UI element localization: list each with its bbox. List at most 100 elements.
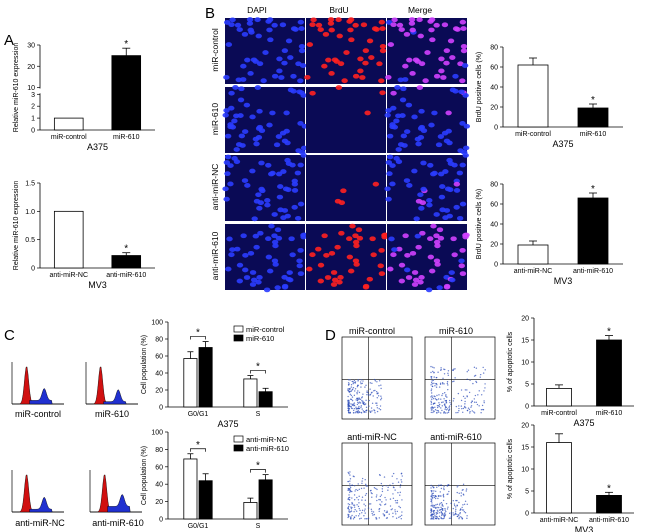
category-label: G0/G1 — [188, 411, 209, 418]
flow-event — [467, 369, 470, 371]
y-tick-label: 5 — [525, 382, 529, 389]
flow-event — [442, 493, 445, 496]
flow-event — [356, 386, 359, 388]
flow-event — [363, 503, 365, 505]
flow-event — [435, 386, 438, 388]
flow-event — [353, 516, 356, 519]
flow-event — [468, 408, 471, 411]
flow-event — [397, 481, 400, 483]
flow-event — [442, 392, 444, 395]
nucleus — [357, 68, 364, 74]
flow-event — [361, 396, 364, 398]
flow-event — [440, 398, 442, 400]
flow-event — [434, 495, 437, 497]
micrograph-background — [387, 87, 467, 153]
flow-event — [473, 398, 475, 400]
nucleus — [446, 157, 453, 163]
nucleus — [433, 22, 440, 28]
flow-event — [366, 409, 368, 411]
category-label: anti-miR-610 — [589, 517, 629, 524]
flow-event — [347, 382, 350, 384]
nucleus — [271, 73, 279, 79]
flow-event — [431, 366, 434, 368]
nucleus — [443, 284, 451, 290]
nucleus — [315, 22, 323, 28]
flow-event — [463, 503, 466, 506]
flow-event — [446, 381, 449, 383]
flow-event — [441, 504, 443, 507]
nucleus — [391, 247, 398, 253]
bar — [596, 494, 622, 514]
flow-event — [365, 399, 367, 402]
flow-event — [436, 409, 438, 412]
flow-event — [368, 399, 370, 402]
nucleus — [405, 275, 413, 280]
flow-event — [353, 381, 355, 384]
flow-event — [361, 408, 363, 410]
flow-event — [399, 486, 401, 488]
flow-event — [439, 491, 441, 493]
flow-event — [365, 485, 367, 487]
flow-event — [433, 382, 435, 385]
flow-event — [463, 494, 465, 496]
y-tick-label: 10 — [521, 360, 529, 367]
flow-event — [380, 494, 383, 496]
nucleus — [278, 75, 285, 80]
flow-event — [356, 496, 358, 499]
flow-event — [356, 408, 358, 410]
flow-event — [478, 405, 480, 407]
flow-event — [356, 393, 358, 395]
flow-event — [444, 509, 446, 511]
nucleus — [399, 97, 407, 103]
nucleus — [327, 17, 335, 22]
nucleus — [300, 145, 308, 151]
histogram-label-anti-mir-610: anti-miR-610 — [92, 518, 144, 528]
nucleus — [266, 122, 273, 128]
nucleus — [250, 57, 258, 63]
nucleus — [347, 268, 355, 274]
flow-event — [446, 382, 449, 385]
flow-event — [371, 410, 373, 412]
nucleus — [321, 233, 328, 239]
flow-event — [378, 510, 380, 513]
nucleus — [286, 270, 293, 275]
flow-event — [347, 407, 350, 409]
flow-event — [399, 494, 401, 496]
y-axis-label: Cell population (%) — [141, 335, 148, 394]
flow-event — [383, 476, 386, 478]
flow-event — [399, 491, 401, 494]
flow-event — [466, 517, 468, 520]
flow-event — [394, 489, 396, 491]
flow-plot — [424, 336, 496, 420]
nucleus — [424, 50, 431, 55]
flow-event — [435, 382, 438, 385]
nucleus — [409, 70, 416, 76]
flow-event — [347, 395, 349, 398]
flow-event — [458, 405, 460, 407]
flow-event — [362, 410, 364, 412]
flow-event — [437, 495, 440, 498]
bar — [183, 458, 198, 520]
flow-event — [392, 512, 394, 514]
nucleus — [390, 105, 397, 111]
nucleus — [229, 247, 236, 253]
flow-event — [378, 517, 381, 519]
nucleus — [402, 77, 409, 82]
nucleus — [460, 43, 468, 49]
nucleus — [366, 276, 374, 282]
nucleus — [246, 21, 254, 26]
flow-event — [379, 405, 382, 407]
flow-event — [373, 487, 376, 489]
flow-event — [358, 405, 360, 408]
flow-event — [357, 505, 360, 508]
flow-event — [351, 389, 354, 391]
flow-event — [462, 504, 464, 506]
nucleus — [328, 70, 335, 76]
flow-event — [350, 508, 353, 510]
apoptosis-flow-plots: miR-control miR-610 anti-miR-NC anti-miR… — [341, 326, 496, 526]
nucleus — [348, 37, 355, 43]
flow-event — [370, 503, 372, 505]
y-tick-label: 0.5 — [25, 237, 35, 244]
flow-event — [431, 513, 434, 516]
nucleus — [275, 235, 283, 241]
